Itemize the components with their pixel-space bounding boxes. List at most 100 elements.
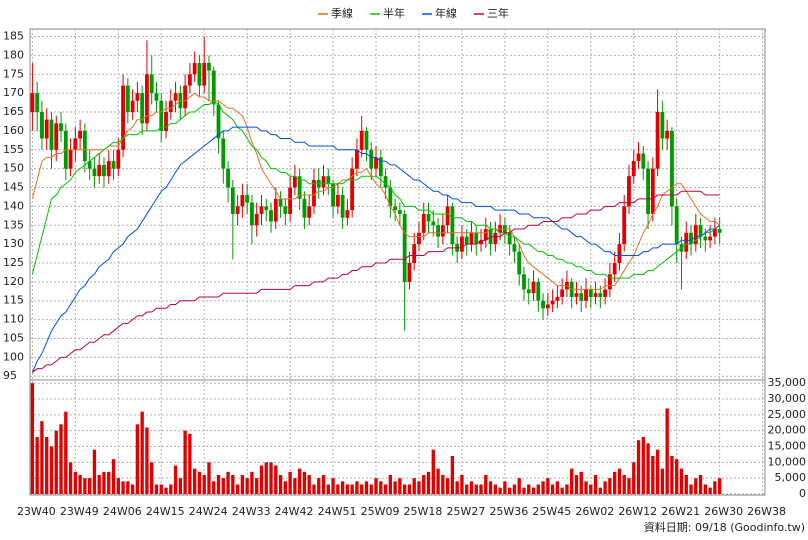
candle-body: [87, 161, 92, 169]
y-tick-label: 160: [3, 124, 24, 137]
candle-body: [545, 304, 550, 309]
volume-bar: [102, 471, 106, 494]
x-tick-label: 24W42: [275, 505, 314, 518]
candle-body: [211, 70, 216, 105]
y-tick-label: 115: [3, 294, 24, 307]
candle-body: [192, 62, 197, 75]
candle-body: [574, 293, 579, 297]
candle-body: [235, 206, 240, 214]
volume-bar: [679, 468, 684, 494]
volume-bar: [684, 475, 688, 494]
volume-bar: [297, 468, 302, 494]
volume-bar: [608, 478, 612, 494]
y-tick-label: 150: [3, 162, 24, 175]
candle-body: [121, 85, 125, 150]
volume-bar: [259, 465, 264, 494]
candle-body: [245, 195, 250, 203]
volume-bar: [216, 475, 221, 494]
candle-body: [278, 198, 283, 207]
volume-bar: [479, 484, 483, 494]
volume-bar: [374, 478, 378, 494]
volume-bar: [49, 446, 54, 494]
volume-bar: [422, 475, 426, 494]
x-tick-label: 26W21: [661, 505, 700, 518]
candle-body: [698, 225, 703, 237]
y-tick-label: 145: [3, 181, 24, 194]
volume-bar: [350, 484, 354, 494]
volume-bar: [364, 481, 369, 494]
legend-label: 半年: [383, 6, 405, 20]
volume-bar: [612, 471, 617, 494]
volume-bar: [336, 484, 340, 494]
candle-body: [250, 202, 254, 226]
candle-body: [335, 195, 340, 207]
volume-bar: [402, 484, 407, 494]
volume-tick-label: 35,000: [768, 376, 807, 389]
y-tick-label: 140: [3, 199, 24, 212]
volume-bar: [488, 481, 493, 494]
volume-bar: [121, 481, 125, 494]
volume-tick-label: 25,000: [768, 408, 807, 421]
candle-body: [130, 100, 135, 113]
candle-body: [78, 130, 83, 139]
volume-bar: [598, 487, 603, 494]
volume-bar: [97, 475, 101, 494]
volume-bar: [169, 484, 173, 494]
candle-body: [292, 176, 297, 188]
volume-bar: [522, 487, 526, 494]
data-date-note: 資料日期: 09/18 (Goodinfo.tw): [644, 520, 805, 534]
candle-body: [307, 206, 312, 218]
volume-bar: [498, 487, 502, 494]
candle-body: [355, 149, 359, 169]
candle-body: [149, 74, 154, 94]
volume-bar: [183, 430, 187, 494]
candle-body: [30, 93, 35, 113]
candle-body: [106, 161, 111, 177]
candle-body: [350, 168, 355, 211]
candle-body: [560, 289, 565, 297]
candle-body: [259, 206, 264, 214]
volume-bar: [469, 481, 474, 494]
candle-body: [164, 112, 168, 131]
candle-body: [321, 176, 326, 188]
volume-bar: [345, 484, 350, 494]
candle-body: [97, 164, 102, 177]
volume-bar: [417, 481, 421, 494]
candle-body: [369, 149, 374, 169]
candle-body: [636, 153, 641, 162]
y-tick-label: 170: [3, 86, 24, 99]
volume-bar: [655, 449, 660, 494]
candle-body: [135, 93, 140, 101]
volume-bar: [379, 481, 383, 494]
volume-bar: [92, 449, 97, 494]
candle-body: [655, 112, 660, 169]
volume-bar: [441, 475, 445, 494]
volume-bar: [450, 456, 455, 494]
candle-body: [512, 244, 517, 252]
x-tick-label: 26W12: [618, 505, 657, 518]
y-tick-label: 110: [3, 313, 24, 326]
volume-tick-label: 10,000: [768, 455, 807, 468]
volume-bar: [460, 475, 464, 494]
candle-body: [359, 130, 364, 150]
candle-body: [684, 232, 689, 252]
volume-bar: [555, 481, 560, 494]
candle-body: [202, 62, 207, 86]
volume-bar: [150, 462, 154, 494]
volume-bar: [202, 475, 206, 494]
candle-body: [312, 179, 316, 207]
volume-bar: [713, 481, 717, 494]
candle-body: [374, 157, 378, 169]
volume-bar: [641, 437, 645, 494]
volume-bar: [503, 481, 507, 494]
volume-bar: [231, 475, 235, 494]
candle-body: [388, 187, 393, 207]
volume-bar: [331, 478, 335, 494]
volume-bar: [197, 471, 202, 494]
y-tick-label: 180: [3, 48, 24, 61]
volume-bar: [574, 475, 579, 494]
volume-bar: [717, 478, 722, 494]
candle-body: [364, 130, 369, 150]
volume-bar: [250, 471, 254, 494]
volume-bar: [369, 484, 373, 494]
